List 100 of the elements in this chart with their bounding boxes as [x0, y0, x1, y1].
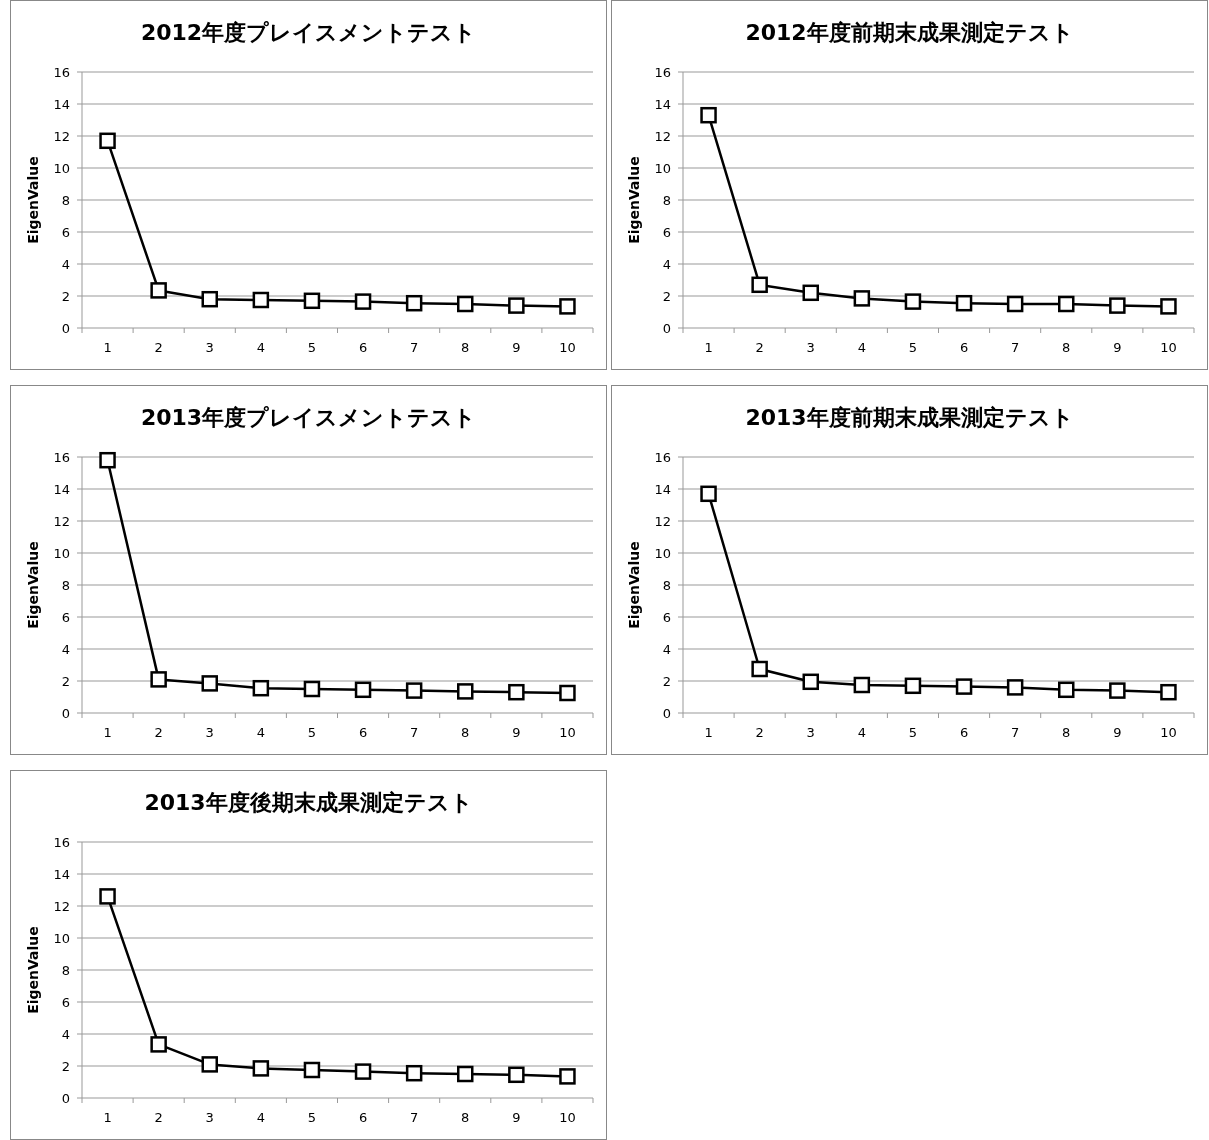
- y-tick-label: 6: [61, 610, 70, 625]
- point: [853, 676, 871, 694]
- x-tick-label: 2: [154, 1110, 163, 1125]
- point: [405, 1064, 423, 1082]
- chart-title: 2012年度前期末成果測定テスト: [745, 20, 1074, 45]
- x-tick-label: 9: [512, 1110, 521, 1125]
- y-tick-label: 14: [53, 97, 70, 112]
- x-tick-label: 3: [205, 340, 214, 355]
- x-tick-label: 3: [205, 1110, 214, 1125]
- x-tick-label: 6: [358, 725, 368, 740]
- x-tick-label: 4: [256, 340, 265, 355]
- x-tick-label: 1: [704, 725, 713, 740]
- point: [150, 671, 167, 688]
- point: [201, 675, 218, 692]
- y-tick-label: 6: [61, 225, 70, 240]
- y-tick-label: 14: [53, 482, 70, 497]
- x-tick-label: 9: [1113, 725, 1122, 740]
- y-tick-label: 0: [61, 1091, 70, 1106]
- point: [1006, 679, 1024, 696]
- y-tick-label: 14: [654, 482, 671, 497]
- x-tick-label: 10: [1160, 340, 1177, 355]
- point: [559, 1068, 576, 1085]
- point: [904, 677, 922, 695]
- point: [252, 1060, 270, 1077]
- y-tick-label: 4: [61, 1027, 70, 1042]
- x-tick-label: 2: [154, 340, 163, 355]
- point: [802, 673, 819, 691]
- point: [1006, 295, 1024, 313]
- chart-title: 2012年度プレイスメントテスト: [140, 20, 477, 45]
- y-tick-label: 4: [662, 257, 671, 272]
- point: [508, 1066, 525, 1084]
- y-tick-label: 2: [662, 289, 671, 304]
- y-tick-label: 12: [53, 129, 70, 144]
- x-tick-label: 5: [908, 725, 918, 740]
- point: [751, 660, 768, 678]
- point: [1109, 297, 1126, 314]
- point: [252, 679, 270, 697]
- y-tick-label: 10: [654, 161, 671, 176]
- point: [99, 451, 116, 469]
- x-tick-label: 10: [559, 725, 576, 740]
- x-tick-label: 7: [410, 725, 419, 740]
- y-tick-label: 8: [61, 963, 70, 978]
- chart-title: 2013年度後期末成果測定テスト: [144, 790, 473, 815]
- x-tick-label: 3: [806, 725, 815, 740]
- point: [201, 1056, 218, 1073]
- y-tick-label: 4: [61, 257, 70, 272]
- x-tick-label: 7: [410, 340, 419, 355]
- point: [1058, 295, 1075, 313]
- point: [700, 485, 717, 503]
- point: [1160, 683, 1177, 701]
- x-tick-label: 4: [256, 1110, 265, 1125]
- x-tick-label: 8: [461, 1110, 470, 1125]
- point: [700, 106, 717, 124]
- point: [354, 293, 372, 310]
- x-tick-label: 5: [908, 340, 918, 355]
- x-tick-label: 10: [559, 1110, 576, 1125]
- point: [904, 293, 922, 310]
- y-tick-label: 8: [662, 193, 671, 208]
- y-tick-label: 14: [53, 867, 70, 882]
- x-tick-label: 3: [806, 340, 815, 355]
- x-tick-label: 1: [704, 340, 713, 355]
- point: [508, 683, 525, 701]
- point: [559, 298, 576, 315]
- y-tick-label: 16: [53, 450, 70, 465]
- y-tick-label: 10: [53, 931, 70, 946]
- point: [1160, 298, 1177, 315]
- x-tick-label: 2: [154, 725, 163, 740]
- y-tick-label: 0: [61, 706, 70, 721]
- x-tick-label: 9: [1113, 340, 1122, 355]
- point: [955, 678, 973, 695]
- point: [252, 291, 270, 309]
- x-tick-label: 9: [512, 340, 521, 355]
- y-tick-label: 0: [662, 706, 671, 721]
- point: [559, 684, 576, 702]
- x-tick-label: 1: [103, 1110, 112, 1125]
- y-tick-label: 4: [662, 642, 671, 657]
- y-tick-label: 12: [53, 514, 70, 529]
- y-tick-label: 2: [662, 674, 671, 689]
- x-tick-label: 10: [559, 340, 576, 355]
- point: [150, 1036, 167, 1053]
- y-tick-label: 2: [61, 674, 70, 689]
- x-tick-label: 1: [103, 340, 112, 355]
- x-tick-label: 9: [512, 725, 521, 740]
- x-tick-label: 7: [1011, 725, 1020, 740]
- point: [405, 294, 423, 312]
- x-tick-label: 4: [857, 725, 866, 740]
- chart-title: 2013年度プレイスメントテスト: [140, 405, 477, 430]
- x-tick-label: 2: [755, 725, 764, 740]
- y-tick-label: 8: [61, 193, 70, 208]
- y-tick-label: 16: [53, 835, 70, 850]
- y-tick-label: 2: [61, 1059, 70, 1074]
- point: [354, 681, 372, 699]
- y-tick-label: 12: [654, 129, 671, 144]
- y-tick-label: 6: [61, 995, 70, 1010]
- point: [99, 132, 116, 150]
- y-tick-label: 12: [53, 899, 70, 914]
- point: [405, 682, 423, 699]
- y-tick-label: 6: [662, 225, 671, 240]
- point: [303, 292, 321, 310]
- x-tick-label: 6: [358, 1110, 368, 1125]
